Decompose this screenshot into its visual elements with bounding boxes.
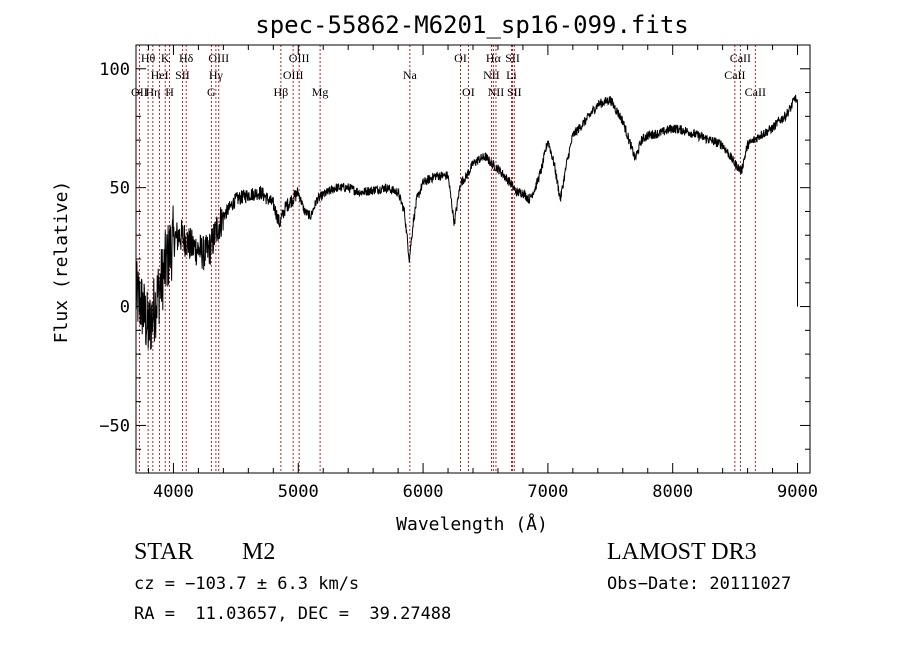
x-tick-label: 4000: [153, 482, 194, 502]
spectral-line-label: G: [207, 85, 216, 99]
object-class: STAR: [134, 539, 194, 565]
spectral-line-label: OIII: [283, 68, 304, 82]
spectral-line-label: CaII: [724, 68, 745, 82]
axis-ticks: 4000 5000 6000 7000 8000 9000 −50 0 50 100: [99, 45, 818, 502]
spectral-line-label: K: [161, 51, 170, 65]
x-tick-label: 5000: [278, 482, 319, 502]
spectral-line-label: OI: [454, 51, 467, 65]
redshift-cz: cz = −103.7 ± 6.3 km/s: [134, 574, 360, 594]
spectral-line-label: SII: [507, 85, 522, 99]
spectral-line-label: Hθ: [141, 51, 156, 65]
y-tick-label: 0: [120, 298, 130, 318]
plot-frame: [135, 44, 811, 474]
spectral-line-label: Hα: [486, 51, 502, 65]
spectral-line-label: NII: [483, 68, 500, 82]
y-axis-label: Flux (relative): [51, 181, 72, 344]
spectral-line-label: Hγ: [209, 68, 224, 82]
x-tick-label: 6000: [403, 482, 444, 502]
coordinates: RA = 11.03657, DEC = 39.27488: [134, 604, 452, 624]
x-tick-label: 9000: [777, 482, 818, 502]
y-tick-label: 50: [110, 179, 130, 199]
spectrum-line: [135, 94, 798, 350]
y-tick-label: −50: [99, 416, 130, 436]
spectral-line-markers: [138, 45, 756, 473]
spectral-line-label: Na: [403, 68, 418, 82]
spectral-line-label: OII: [131, 85, 148, 99]
spectral-line-label: Hδ: [179, 51, 194, 65]
x-tick-label: 8000: [652, 482, 693, 502]
spectral-line-label: CaII: [745, 85, 766, 99]
spectral-line-label: OIII: [289, 51, 310, 65]
spectral-line-label: SII: [505, 51, 520, 65]
obs-date: Obs−Date: 20111027: [607, 574, 792, 594]
spectral-line-label: Li: [506, 68, 517, 82]
spectral-line-label: OI: [462, 85, 475, 99]
spectral-line-label: NII: [488, 85, 505, 99]
spectral-line-label: SII: [175, 68, 190, 82]
y-tick-label: 100: [99, 60, 130, 80]
x-axis-label: Wavelength (Å): [396, 513, 548, 535]
survey-label: LAMOST DR3: [607, 539, 757, 565]
x-tick-label: 7000: [527, 482, 568, 502]
object-subclass: M2: [242, 539, 276, 565]
spectral-line-label: Hη: [145, 85, 160, 99]
spectral-line-label: CaII: [730, 51, 751, 65]
spectral-line-label: Hβ: [274, 85, 289, 99]
spectral-line-label: HeI: [151, 68, 169, 82]
spectral-line-label: H: [165, 85, 174, 99]
spectral-line-label: OIII: [208, 51, 229, 65]
spectral-line-labels: OIIHθHηHeIKHSIIHδGHγOIIIHβOIIIOIIIMgNaOI…: [131, 51, 766, 99]
chart-title: spec-55862-M6201_sp16-099.fits: [255, 11, 688, 39]
spectral-line-label: Mg: [312, 85, 329, 99]
